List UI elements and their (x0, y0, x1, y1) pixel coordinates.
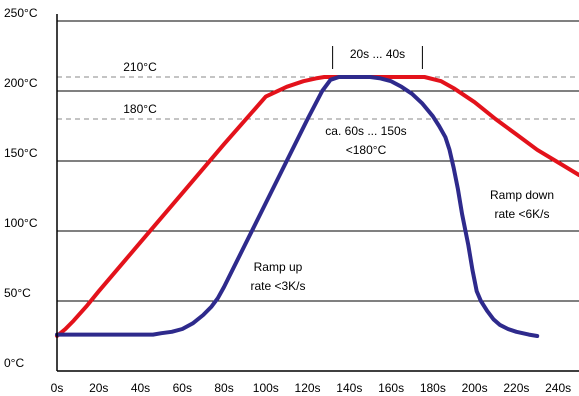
ramp-down-label: Ramp down (490, 188, 554, 202)
reference-lines: 210°C 180°C (57, 60, 579, 120)
x-tick-label: 20s (89, 381, 108, 395)
x-tick-label: 240s (545, 381, 571, 395)
time-above-limit-label: <180°C (346, 143, 387, 157)
time-above-label: ca. 60s ... 150s (325, 124, 406, 138)
y-tick-label: 150°C (4, 146, 38, 160)
axes (56, 14, 579, 372)
x-tick-label: 200s (462, 381, 488, 395)
x-tick-label: 160s (378, 381, 404, 395)
y-tick-label: 200°C (4, 76, 38, 90)
y-tick-label: 50°C (4, 286, 31, 300)
x-tick-label: 100s (253, 381, 279, 395)
reference-line-label: 180°C (123, 102, 157, 116)
ramp-up-label: Ramp up (254, 260, 303, 274)
x-tick-label: 0s (51, 381, 64, 395)
ramp-up-rate-label: rate <3K/s (250, 279, 305, 293)
dwell-time-label: 20s ... 40s (350, 47, 405, 61)
x-tick-label: 140s (336, 381, 362, 395)
y-tick-label: 100°C (4, 216, 38, 230)
series-layer (55, 75, 579, 338)
tick-labels: 0°C 50°C 100°C 150°C 200°C 250°C 0s 20s 40s 60s 80… (4, 6, 571, 395)
x-tick-label: 60s (173, 381, 192, 395)
y-tick-label: 250°C (4, 6, 38, 20)
x-tick-label: 40s (131, 381, 150, 395)
x-tick-label: 180s (420, 381, 446, 395)
series-line-blue (55, 75, 540, 338)
grid-layer (57, 20, 579, 302)
x-tick-label: 80s (214, 381, 233, 395)
x-tick-label: 220s (503, 381, 529, 395)
y-tick-label: 0°C (4, 356, 24, 370)
reference-line-label: 210°C (123, 60, 157, 74)
annotations: 20s ... 40s ca. 60s ... 150s <180°C Ramp… (250, 46, 554, 293)
x-tick-label: 120s (295, 381, 321, 395)
ramp-down-rate-label: rate <6K/s (494, 207, 549, 221)
